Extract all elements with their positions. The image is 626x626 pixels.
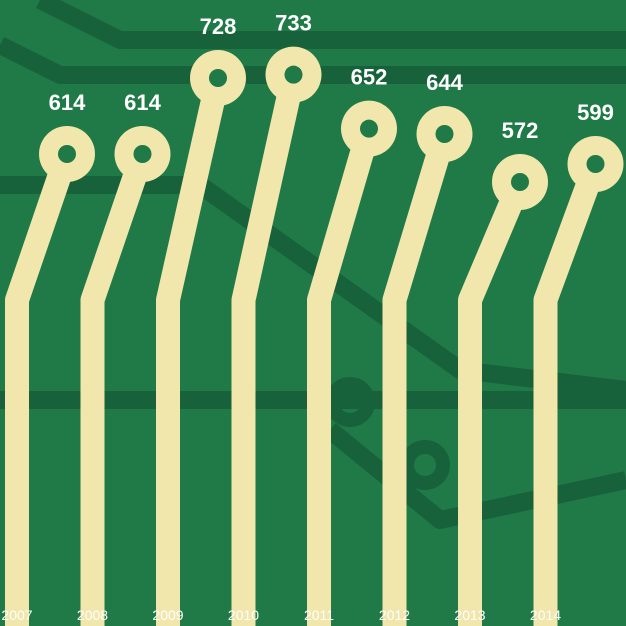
data-labels: 614 614 728 733 652 644 572 599: [49, 11, 614, 143]
pad-hole-2007: [58, 145, 76, 163]
board-via-2: [400, 440, 450, 490]
data-traces: [5, 46, 624, 626]
trace-2014: [533, 159, 607, 626]
x-tick-label-2008: 2008: [77, 607, 108, 623]
data-label-2014: 599: [577, 100, 614, 125]
data-label-2011: 652: [351, 65, 388, 90]
pad-hole-2008: [133, 145, 152, 163]
board-trace-1: [35, 0, 626, 49]
x-tick-label-2010: 2010: [228, 607, 259, 623]
trace-2010: [231, 72, 306, 626]
data-label-2012: 644: [426, 70, 463, 95]
x-tick-label-2007: 2007: [1, 607, 32, 623]
x-tick-label-2014: 2014: [530, 607, 561, 623]
trace-2013: [458, 177, 532, 626]
pad-hole-2009: [209, 69, 227, 87]
pad-hole-2010: [284, 65, 303, 84]
trace-2007: [5, 150, 79, 626]
x-axis-labels: 2007 2008 2009 2010 2011 2012 2013 2014: [1, 607, 561, 623]
x-tick-label-2013: 2013: [454, 607, 485, 623]
board-via-1: [325, 377, 375, 427]
pad-hole-2011: [360, 119, 378, 138]
trace-2011: [307, 125, 381, 626]
x-tick-label-2011: 2011: [304, 607, 334, 623]
data-label-2010: 733: [275, 11, 312, 36]
board-trace-5: [324, 423, 626, 529]
trace-2009: [156, 75, 230, 626]
board-trace-2: [0, 36, 626, 84]
pad-hole-2014: [586, 155, 605, 173]
x-tick-label-2012: 2012: [379, 607, 410, 623]
trace-2008: [80, 150, 154, 626]
data-label-2009: 728: [200, 14, 237, 39]
data-label-2013: 572: [502, 118, 539, 143]
trace-2012: [382, 130, 456, 626]
pad-hole-2012: [435, 125, 454, 143]
data-label-2008: 614: [124, 90, 161, 115]
pad-hole-2013: [511, 173, 529, 191]
data-label-2007: 614: [49, 90, 86, 115]
x-tick-label-2009: 2009: [152, 607, 183, 623]
